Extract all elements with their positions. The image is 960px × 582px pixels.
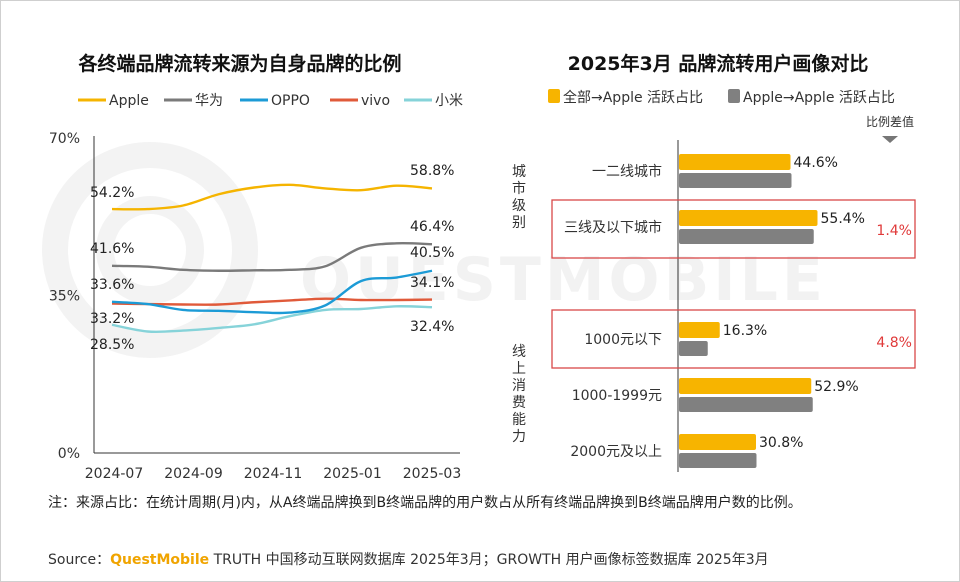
category-label: 1000元以下 <box>584 332 662 348</box>
group-label-spending: 线上消费能力 <box>512 344 526 445</box>
series-line-1 <box>111 241 433 272</box>
difference-label: 1.4% <box>876 223 912 239</box>
category-label: 三线及以下城市 <box>564 219 662 236</box>
x-tick-label: 2024-09 <box>164 466 223 482</box>
start-value-label: 41.6% <box>90 241 134 257</box>
difference-label: 4.8% <box>876 335 912 351</box>
category-label: 1000-1999元 <box>572 388 662 404</box>
x-tick-label: 2024-07 <box>85 466 144 482</box>
bar-value-label: 16.3% <box>723 323 767 339</box>
end-value-label: 34.1% <box>410 275 454 291</box>
left-data-labels: 54.2% 41.6% 33.6% 33.2% 28.5% 58.8% 46.4% 40.5%… <box>90 163 454 353</box>
left-axes: 0% 35% 70% 2024-07 2024-09 2024-11 2025-01 2025… <box>49 131 461 482</box>
start-value-label: 33.2% <box>90 311 134 327</box>
y-tick-label: 35% <box>49 289 80 305</box>
watermark: QUESTMOBILE <box>42 142 827 358</box>
start-value-label: 28.5% <box>90 337 134 353</box>
source-line: Source：QuestMobile TRUTH 中国移动互联网数据库 2025… <box>48 551 769 568</box>
left-series-lines <box>111 183 433 334</box>
series-line-0 <box>111 183 433 211</box>
legend-label: Apple <box>109 93 149 109</box>
bar-all-to-apple <box>679 322 720 338</box>
down-arrow-icon <box>882 136 898 143</box>
right-bars: 一二线城市 44.6% 三线及以下城市 55.4% 1000元以下 16.3% 1000-1… <box>564 154 912 468</box>
end-value-label: 40.5% <box>410 245 454 261</box>
category-label: 一二线城市 <box>592 163 662 180</box>
y-tick-label: 0% <box>58 446 80 462</box>
watermark-text: QUESTMOBILE <box>300 245 827 315</box>
bar-apple-to-apple <box>679 229 814 244</box>
bar-all-to-apple <box>679 210 818 226</box>
bar-all-to-apple <box>679 154 791 170</box>
diff-header-label: 比例差值 <box>866 114 914 129</box>
bar-value-label: 55.4% <box>821 211 865 227</box>
source-prefix: Source： <box>48 552 110 568</box>
source-brand: QuestMobile <box>110 552 209 568</box>
bar-apple-to-apple <box>679 453 757 468</box>
end-value-label: 32.4% <box>410 319 454 335</box>
highlight-box-tier3 <box>551 199 916 259</box>
y-tick-label: 70% <box>49 131 80 147</box>
group-labels: 城市级别 线上消费能力 <box>512 164 526 445</box>
footnote: 注：来源占比：在统计周期(月)内，从A终端品牌换到B终端品牌的用户数占从所有终端… <box>48 494 802 511</box>
x-tick-label: 2025-01 <box>323 466 382 482</box>
legend-label: 华为 <box>195 93 223 109</box>
diff-header: 比例差值 <box>866 114 914 143</box>
right-legend: 全部→Apple 活跃占比 Apple→Apple 活跃占比 <box>548 89 895 106</box>
bar-all-to-apple <box>679 434 756 450</box>
bar-apple-to-apple <box>679 341 708 356</box>
bar-value-label: 44.6% <box>794 155 838 171</box>
legend-label: Apple→Apple 活跃占比 <box>743 90 895 106</box>
x-tick-label: 2025-03 <box>403 466 462 482</box>
bar-value-label: 52.9% <box>814 379 858 395</box>
left-chart-title: 各终端品牌流转来源为自身品牌的比例 <box>77 52 401 75</box>
x-tick-label: 2024-11 <box>244 466 303 482</box>
bar-apple-to-apple <box>679 397 813 412</box>
series-line-2 <box>111 269 433 315</box>
bar-all-to-apple <box>679 378 812 394</box>
legend-label: OPPO <box>271 93 310 109</box>
highlight-boxes <box>551 199 916 369</box>
start-value-label: 33.6% <box>90 277 134 293</box>
legend-swatch <box>548 89 560 103</box>
highlight-box-under1000 <box>551 309 916 369</box>
category-label: 2000元及以上 <box>570 444 662 460</box>
bar-value-label: 30.8% <box>759 435 803 451</box>
source-rest: TRUTH 中国移动互联网数据库 2025年3月；GROWTH 用户画像标签数据… <box>209 551 768 568</box>
end-value-label: 46.4% <box>410 219 454 235</box>
end-value-label: 58.8% <box>410 163 454 179</box>
bar-apple-to-apple <box>679 173 792 188</box>
left-legend: Apple 华为 OPPO vivo 小米 <box>78 93 463 109</box>
start-value-label: 54.2% <box>90 185 134 201</box>
legend-label: vivo <box>361 93 390 109</box>
series-line-3 <box>111 297 433 306</box>
legend-swatch <box>728 89 740 103</box>
right-chart-title: 2025年3月 品牌流转用户画像对比 <box>568 52 869 75</box>
series-line-4 <box>111 305 433 334</box>
legend-label: 小米 <box>435 93 463 109</box>
legend-label: 全部→Apple 活跃占比 <box>563 89 703 106</box>
group-label-city: 城市级别 <box>512 164 526 231</box>
